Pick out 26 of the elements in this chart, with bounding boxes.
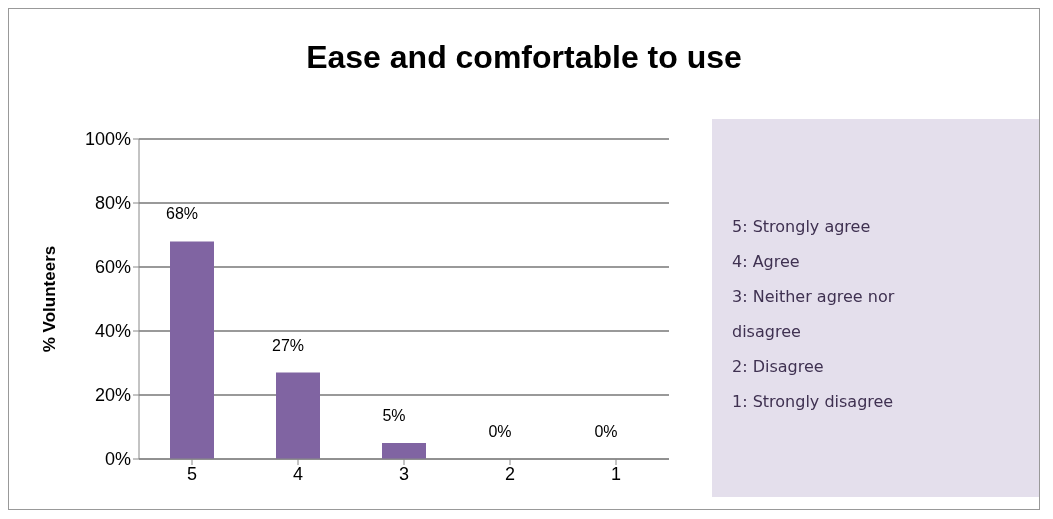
data-label: 27% xyxy=(271,336,305,354)
data-label: 68% xyxy=(165,205,199,223)
x-tick-label: 1 xyxy=(610,463,622,484)
x-tick-label: 5 xyxy=(186,463,198,484)
text: 4: Agree xyxy=(732,251,801,273)
bar xyxy=(170,241,214,459)
data-label: 0% xyxy=(594,423,618,440)
data-label: 0% xyxy=(488,423,512,440)
x-tick-label: 3 xyxy=(398,463,410,484)
y-tick-label: 100% xyxy=(84,129,131,150)
text: 3: Neither agree nor disagree xyxy=(732,286,896,343)
y-tick-label: 0% xyxy=(104,449,131,470)
text: 5: Strongly agree xyxy=(732,216,872,238)
y-tick-label: 20% xyxy=(94,385,131,406)
chart-title: Ease and comfortable to use xyxy=(305,39,743,76)
y-tick-label: 80% xyxy=(94,193,131,214)
x-tick-label: 2 xyxy=(504,463,516,484)
text: 2: Disagree xyxy=(732,356,825,378)
data-label: 5% xyxy=(382,407,406,424)
x-tick-label: 4 xyxy=(292,463,304,484)
y-axis-title: % Volunteers xyxy=(40,245,60,353)
text: 1: Strongly disagree xyxy=(732,391,895,413)
bar xyxy=(276,372,320,459)
y-tick-label: 40% xyxy=(94,321,131,342)
y-tick-label: 60% xyxy=(94,257,131,278)
bar xyxy=(382,443,426,459)
